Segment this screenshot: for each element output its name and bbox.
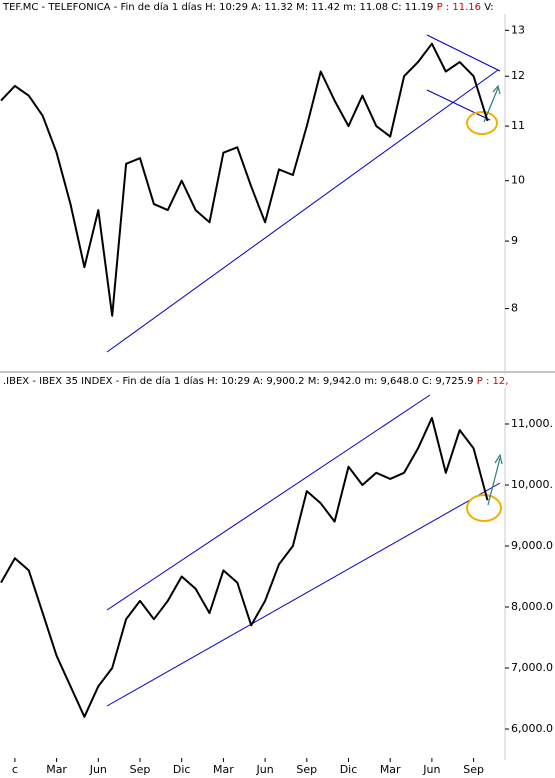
x-tick-label: Mar bbox=[213, 763, 234, 776]
y-tick-label: 10,000. bbox=[511, 478, 553, 491]
chart-title: TEF.MC - TELEFONICA - Fin de día 1 días … bbox=[2, 1, 494, 13]
y-tick-label: 11,000. bbox=[511, 417, 553, 430]
x-tick-label: c bbox=[12, 763, 18, 776]
header-bg bbox=[0, 0, 555, 14]
price-line bbox=[0, 42, 489, 317]
x-tick-label: Mar bbox=[46, 763, 67, 776]
x-tick-label: Dic bbox=[340, 763, 358, 776]
y-tick-label: 8 bbox=[511, 302, 518, 315]
y-tick-label: 11 bbox=[511, 119, 525, 132]
y-tick-label: 13 bbox=[511, 23, 525, 36]
volume-label: V: bbox=[484, 2, 493, 13]
x-tick-label: Sep bbox=[130, 763, 151, 776]
trend-lines bbox=[106, 34, 501, 707]
y-tick-label: 10 bbox=[511, 174, 525, 187]
title: .IBEX - IBEX 35 INDEX - Fin de día 1 día… bbox=[3, 375, 474, 387]
y-tick-label: 6,000.0 bbox=[511, 722, 553, 735]
x-tick-label: Jun bbox=[422, 763, 440, 776]
y-tick-label: 7,000.0 bbox=[511, 661, 553, 674]
y-tick-label: 8,000.0 bbox=[511, 600, 553, 613]
y-tick-label: 9,000.0 bbox=[511, 539, 553, 552]
x-tick-label: Jun bbox=[256, 763, 274, 776]
x-tick-label: Sep bbox=[463, 763, 484, 776]
price-line bbox=[0, 416, 489, 718]
x-tick-label: Sep bbox=[296, 763, 317, 776]
last-price: P : 11.16 bbox=[437, 2, 481, 13]
title: TEF.MC - TELEFONICA - Fin de día 1 días … bbox=[2, 1, 433, 13]
chart-title: .IBEX - IBEX 35 INDEX - Fin de día 1 día… bbox=[3, 375, 508, 387]
header-bg bbox=[0, 374, 555, 388]
last-price: P : 12, bbox=[477, 376, 509, 387]
x-tick-label: Jun bbox=[89, 763, 107, 776]
y-tick-label: 9 bbox=[511, 234, 518, 247]
y-tick-label: 12 bbox=[511, 69, 525, 82]
x-tick-label: Dic bbox=[173, 763, 191, 776]
x-tick-label: Mar bbox=[380, 763, 401, 776]
